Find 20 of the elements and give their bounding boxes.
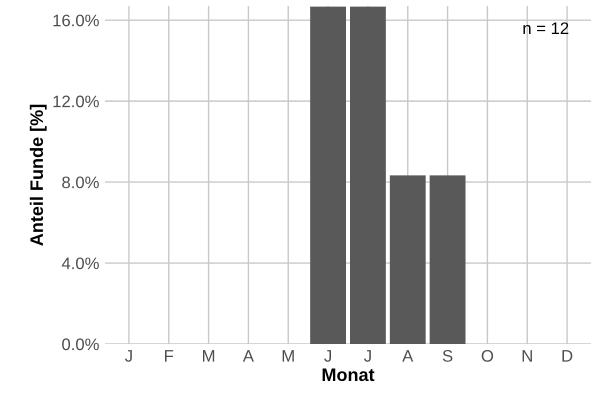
y-tick-label: 4.0% — [62, 257, 99, 270]
x-tick-label: A — [402, 350, 414, 362]
x-tick-label: J — [364, 350, 371, 362]
annotation: n = 12 — [523, 22, 568, 34]
x-tick-label: D — [562, 350, 572, 362]
y-tick-label: 16.0% — [53, 14, 99, 26]
x-tick-label: M — [282, 350, 294, 362]
x-tick-label: J — [324, 350, 332, 362]
x-tick-label: J — [124, 350, 132, 362]
x-tick-label: F — [165, 350, 174, 362]
y-tick-label: 12.0% — [53, 96, 99, 108]
x-tick-label: A — [242, 350, 254, 362]
x-tick-label: O — [482, 350, 494, 362]
x-tick-label: N — [522, 350, 532, 362]
x-tick-label: S — [442, 350, 452, 362]
y-tick-label: 0.0% — [62, 338, 99, 350]
y-axis-title: Anteil Funde [%] — [30, 104, 47, 246]
x-axis-title: Monat — [322, 368, 374, 382]
x-tick-label: M — [203, 350, 214, 362]
y-tick-label: 8.0% — [62, 176, 99, 188]
